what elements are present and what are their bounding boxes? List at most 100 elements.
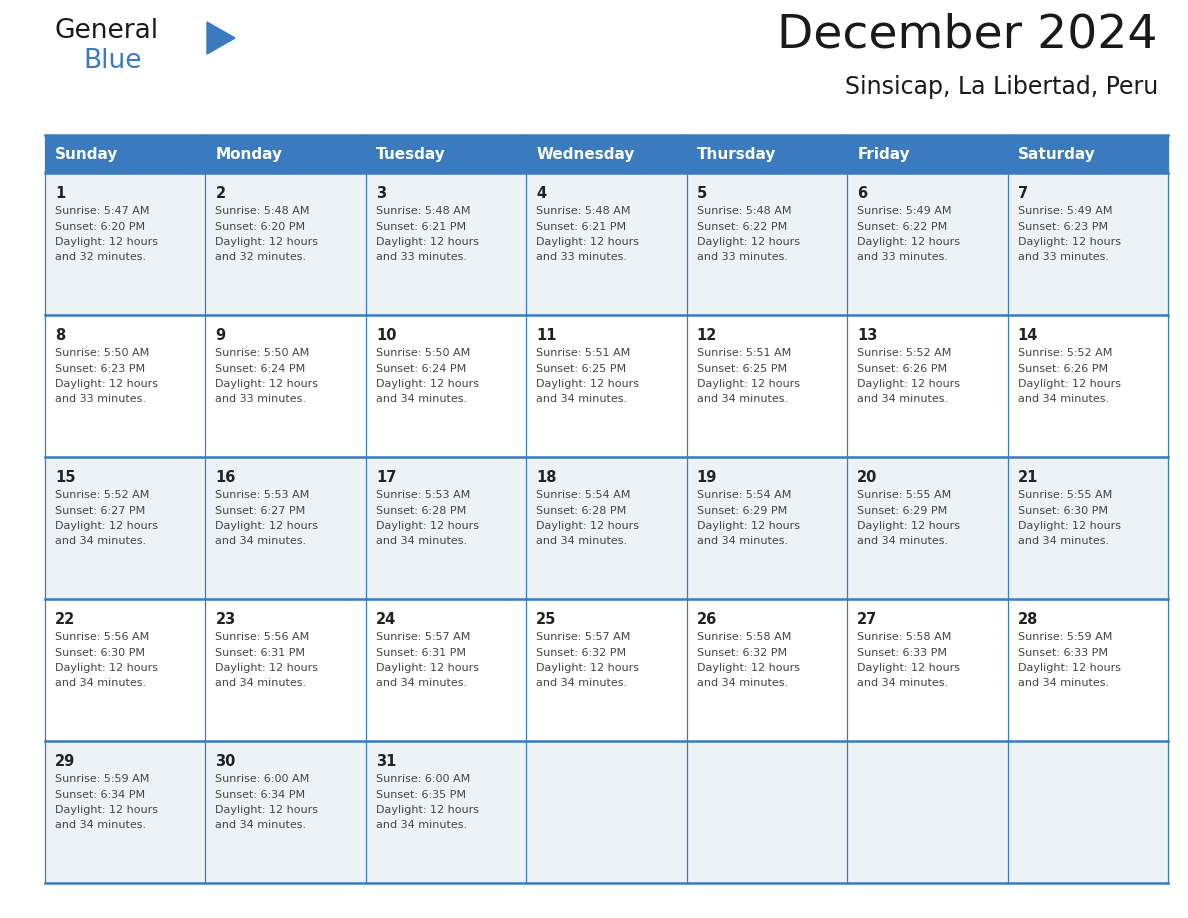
Text: Sunrise: 5:53 AM: Sunrise: 5:53 AM	[375, 490, 470, 500]
Text: Sunday: Sunday	[55, 147, 119, 162]
Text: Wednesday: Wednesday	[536, 147, 634, 162]
Bar	[206, 135, 366, 173]
Bar	[366, 741, 526, 883]
Text: and 34 minutes.: and 34 minutes.	[858, 536, 948, 546]
Text: Daylight: 12 hours: Daylight: 12 hours	[55, 521, 158, 531]
Text: and 34 minutes.: and 34 minutes.	[696, 678, 788, 688]
Text: 3: 3	[375, 186, 386, 201]
Bar	[45, 457, 206, 599]
Text: Sunset: 6:23 PM: Sunset: 6:23 PM	[1018, 221, 1107, 231]
Text: Sunrise: 5:56 AM: Sunrise: 5:56 AM	[215, 632, 310, 642]
Text: Sunrise: 5:54 AM: Sunrise: 5:54 AM	[696, 490, 791, 500]
Text: Sunrise: 5:53 AM: Sunrise: 5:53 AM	[215, 490, 310, 500]
Text: 8: 8	[55, 328, 65, 343]
Text: and 34 minutes.: and 34 minutes.	[375, 821, 467, 831]
Text: and 32 minutes.: and 32 minutes.	[215, 252, 307, 263]
Text: Sunset: 6:31 PM: Sunset: 6:31 PM	[215, 647, 305, 657]
Text: Sunset: 6:30 PM: Sunset: 6:30 PM	[55, 647, 145, 657]
Text: and 34 minutes.: and 34 minutes.	[375, 536, 467, 546]
Text: Daylight: 12 hours: Daylight: 12 hours	[536, 663, 639, 673]
Text: and 34 minutes.: and 34 minutes.	[1018, 678, 1108, 688]
Text: Sunset: 6:25 PM: Sunset: 6:25 PM	[696, 364, 786, 374]
Bar	[206, 457, 366, 599]
Text: 15: 15	[55, 470, 76, 485]
Bar	[1007, 315, 1168, 457]
Bar	[687, 315, 847, 457]
Text: Daylight: 12 hours: Daylight: 12 hours	[696, 237, 800, 247]
Text: 16: 16	[215, 470, 235, 485]
Text: 28: 28	[1018, 612, 1038, 627]
Text: Sunset: 6:23 PM: Sunset: 6:23 PM	[55, 364, 145, 374]
Text: Sunset: 6:31 PM: Sunset: 6:31 PM	[375, 647, 466, 657]
Bar	[206, 315, 366, 457]
Text: 2: 2	[215, 186, 226, 201]
Text: Daylight: 12 hours: Daylight: 12 hours	[1018, 237, 1120, 247]
Text: and 34 minutes.: and 34 minutes.	[215, 536, 307, 546]
Bar	[45, 741, 206, 883]
Text: 19: 19	[696, 470, 718, 485]
Text: Saturday: Saturday	[1018, 147, 1095, 162]
Text: and 34 minutes.: and 34 minutes.	[536, 678, 627, 688]
Text: Daylight: 12 hours: Daylight: 12 hours	[375, 663, 479, 673]
Text: Sunrise: 5:59 AM: Sunrise: 5:59 AM	[1018, 632, 1112, 642]
Text: 23: 23	[215, 612, 235, 627]
Text: 30: 30	[215, 754, 235, 769]
Text: Daylight: 12 hours: Daylight: 12 hours	[55, 237, 158, 247]
Text: and 33 minutes.: and 33 minutes.	[696, 252, 788, 263]
Text: Sunset: 6:24 PM: Sunset: 6:24 PM	[215, 364, 305, 374]
Text: 12: 12	[696, 328, 718, 343]
Text: Daylight: 12 hours: Daylight: 12 hours	[215, 663, 318, 673]
Text: Sunrise: 5:49 AM: Sunrise: 5:49 AM	[858, 206, 952, 216]
Bar	[45, 135, 206, 173]
Text: 29: 29	[55, 754, 75, 769]
Text: and 33 minutes.: and 33 minutes.	[375, 252, 467, 263]
Text: Daylight: 12 hours: Daylight: 12 hours	[375, 379, 479, 389]
Text: Sunrise: 5:55 AM: Sunrise: 5:55 AM	[858, 490, 952, 500]
Text: Sunset: 6:32 PM: Sunset: 6:32 PM	[536, 647, 626, 657]
Text: Sunset: 6:20 PM: Sunset: 6:20 PM	[215, 221, 305, 231]
Text: 18: 18	[536, 470, 557, 485]
Text: Sunrise: 5:58 AM: Sunrise: 5:58 AM	[696, 632, 791, 642]
Text: Sunrise: 5:50 AM: Sunrise: 5:50 AM	[215, 348, 310, 358]
Text: and 33 minutes.: and 33 minutes.	[536, 252, 627, 263]
Text: Sunset: 6:20 PM: Sunset: 6:20 PM	[55, 221, 145, 231]
Bar	[1007, 599, 1168, 741]
Text: and 33 minutes.: and 33 minutes.	[215, 395, 307, 405]
Bar	[45, 599, 206, 741]
Text: and 34 minutes.: and 34 minutes.	[858, 395, 948, 405]
Text: Sunset: 6:35 PM: Sunset: 6:35 PM	[375, 789, 466, 800]
Text: Sunrise: 5:48 AM: Sunrise: 5:48 AM	[536, 206, 631, 216]
Text: Daylight: 12 hours: Daylight: 12 hours	[536, 521, 639, 531]
Text: 21: 21	[1018, 470, 1038, 485]
Text: and 34 minutes.: and 34 minutes.	[215, 678, 307, 688]
Text: 20: 20	[858, 470, 878, 485]
Bar	[526, 741, 687, 883]
Bar	[1007, 457, 1168, 599]
Text: 26: 26	[696, 612, 718, 627]
Bar	[45, 315, 206, 457]
Text: Daylight: 12 hours: Daylight: 12 hours	[858, 379, 960, 389]
Text: Daylight: 12 hours: Daylight: 12 hours	[858, 237, 960, 247]
Text: General: General	[55, 18, 159, 44]
Bar	[366, 457, 526, 599]
Bar	[45, 173, 206, 315]
Text: and 34 minutes.: and 34 minutes.	[375, 395, 467, 405]
Text: Daylight: 12 hours: Daylight: 12 hours	[696, 521, 800, 531]
Text: Daylight: 12 hours: Daylight: 12 hours	[215, 237, 318, 247]
Text: and 34 minutes.: and 34 minutes.	[696, 536, 788, 546]
Text: and 33 minutes.: and 33 minutes.	[858, 252, 948, 263]
Text: Sunset: 6:27 PM: Sunset: 6:27 PM	[215, 506, 305, 516]
Text: and 34 minutes.: and 34 minutes.	[858, 678, 948, 688]
Text: Daylight: 12 hours: Daylight: 12 hours	[536, 379, 639, 389]
Text: Monday: Monday	[215, 147, 283, 162]
Bar	[687, 457, 847, 599]
Text: Sunrise: 5:48 AM: Sunrise: 5:48 AM	[215, 206, 310, 216]
Text: 1: 1	[55, 186, 65, 201]
Text: Sunrise: 5:48 AM: Sunrise: 5:48 AM	[696, 206, 791, 216]
Bar	[366, 315, 526, 457]
Text: Sunrise: 5:58 AM: Sunrise: 5:58 AM	[858, 632, 952, 642]
Text: and 34 minutes.: and 34 minutes.	[536, 536, 627, 546]
Text: Sunrise: 5:48 AM: Sunrise: 5:48 AM	[375, 206, 470, 216]
Text: Sunset: 6:22 PM: Sunset: 6:22 PM	[858, 221, 947, 231]
Text: Daylight: 12 hours: Daylight: 12 hours	[55, 805, 158, 815]
